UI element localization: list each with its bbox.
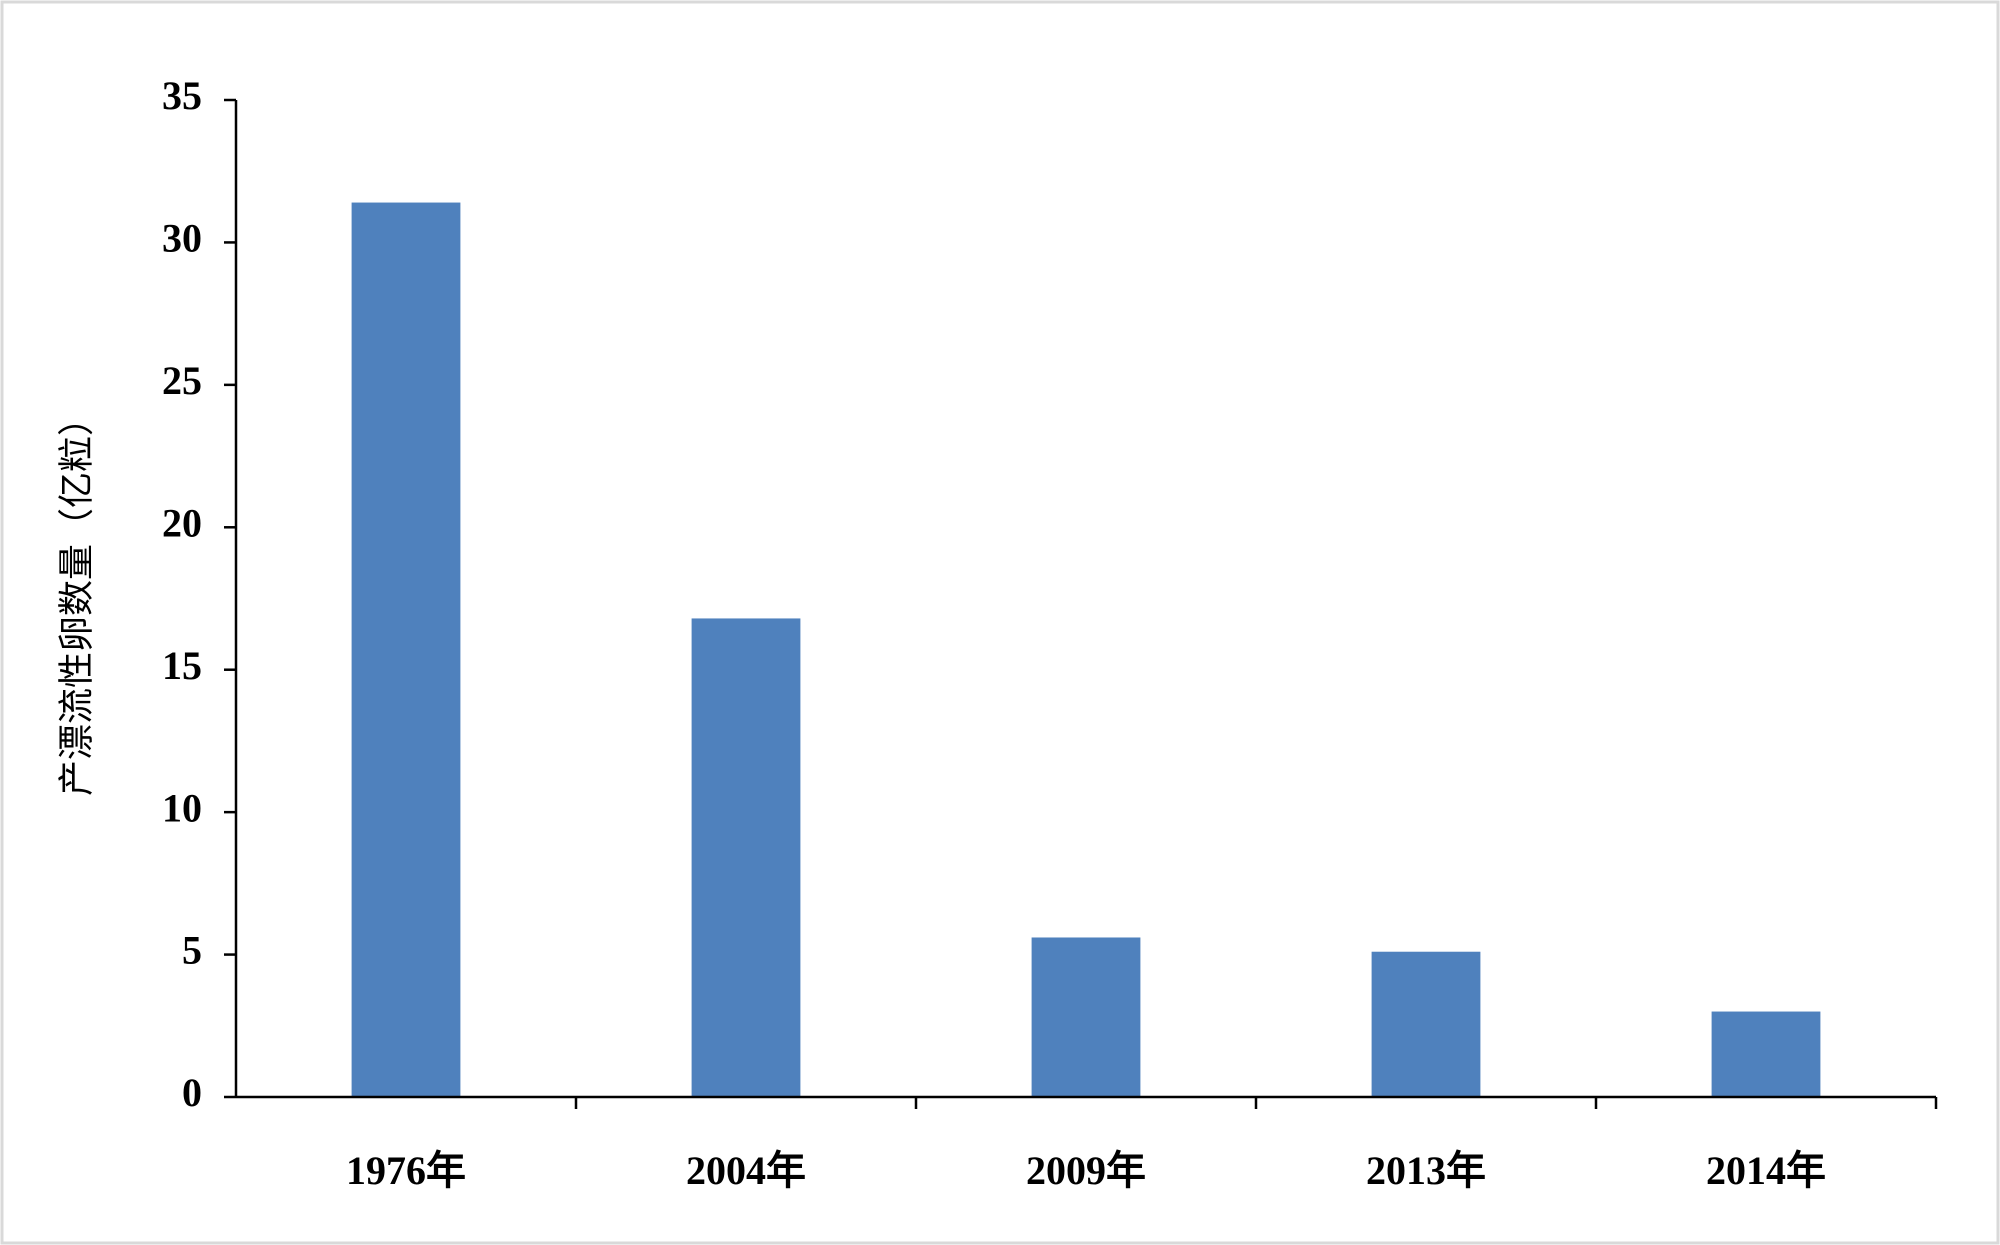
bar bbox=[691, 618, 801, 1097]
y-tick-label: 0 bbox=[182, 1070, 202, 1115]
x-tick-label: 2009年 bbox=[1026, 1148, 1146, 1193]
y-tick-label: 5 bbox=[182, 928, 202, 973]
x-tick-label: 2004年 bbox=[686, 1148, 806, 1193]
y-tick-label: 25 bbox=[162, 358, 202, 403]
y-tick-label: 35 bbox=[162, 73, 202, 118]
y-tick-label: 15 bbox=[162, 643, 202, 688]
x-tick-label: 1976年 bbox=[346, 1148, 466, 1193]
bar bbox=[1711, 1011, 1821, 1097]
x-tick-label: 2014年 bbox=[1706, 1148, 1826, 1193]
bar bbox=[1371, 951, 1481, 1097]
x-tick-label: 2013年 bbox=[1366, 1148, 1486, 1193]
bar bbox=[1031, 937, 1141, 1097]
bar bbox=[351, 202, 461, 1097]
y-tick-label: 20 bbox=[162, 500, 202, 545]
y-tick-label: 10 bbox=[162, 785, 202, 830]
y-tick-label: 30 bbox=[162, 216, 202, 261]
y-axis-title: 产漂流性卵数量（亿粒） bbox=[56, 400, 96, 796]
